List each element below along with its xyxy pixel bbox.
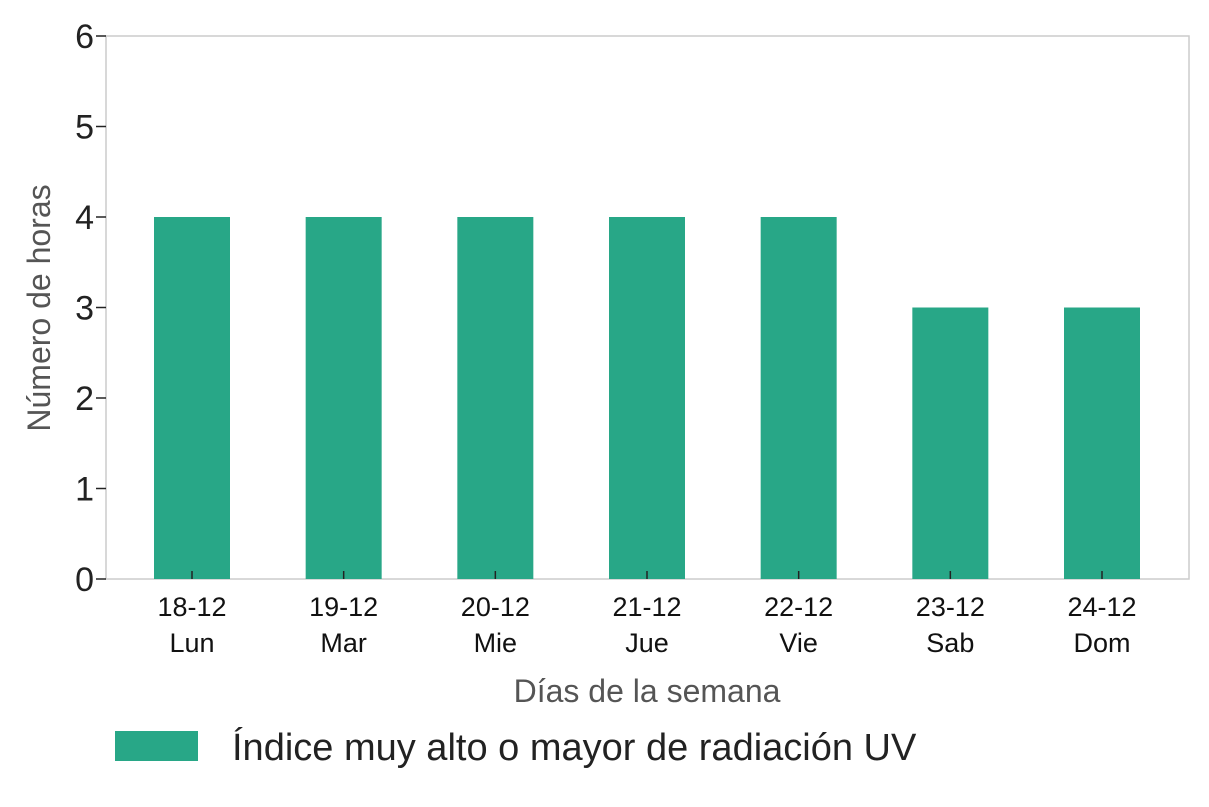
- x-tick-label-day: Mar: [320, 628, 367, 658]
- y-tick-label: 4: [75, 199, 94, 237]
- x-tick-label-day: Jue: [625, 628, 669, 658]
- legend: Índice muy alto o mayor de radiación UV: [115, 726, 917, 769]
- x-tick-label-date: 19-12: [309, 592, 378, 622]
- bar-18-12: [154, 217, 230, 579]
- y-axis: 0 1 2 3 4 5 6: [75, 18, 106, 599]
- legend-swatch: [115, 731, 198, 761]
- bar-20-12: [457, 217, 534, 579]
- bar-21-12: [609, 217, 685, 579]
- bar-24-12: [1064, 307, 1140, 579]
- x-tick-label-date: 18-12: [157, 592, 226, 622]
- y-tick-label: 5: [75, 109, 94, 147]
- y-tick-label: 6: [75, 18, 94, 56]
- x-tick-label-date: 21-12: [612, 592, 681, 622]
- y-tick-label: 3: [75, 290, 94, 328]
- x-tick-label-date: 20-12: [461, 592, 530, 622]
- x-tick-label-date: 23-12: [916, 592, 985, 622]
- y-tick-label: 0: [75, 561, 94, 599]
- y-tick-label: 2: [75, 380, 94, 418]
- x-tick-label-day: Lun: [169, 628, 214, 658]
- x-tick-label-date: 24-12: [1067, 592, 1136, 622]
- x-tick-label-day: Sab: [926, 628, 974, 658]
- x-axis: 18-12 Lun 19-12 Mar 20-12 Mie 21-12 Jue 22-12 Vie…: [157, 571, 1137, 658]
- x-tick-label-date: 22-12: [764, 592, 833, 622]
- legend-label: Índice muy alto o mayor de radiación UV: [232, 726, 917, 769]
- x-axis-label: Días de la semana: [514, 673, 781, 709]
- y-tick-label: 1: [75, 471, 94, 509]
- bar-23-12: [912, 307, 989, 579]
- bar-19-12: [305, 217, 382, 579]
- x-tick-label-day: Vie: [779, 628, 818, 658]
- x-tick-label-day: Mie: [474, 628, 518, 658]
- bar-22-12: [760, 217, 837, 579]
- x-tick-label-day: Dom: [1073, 628, 1130, 658]
- y-axis-label: Número de horas: [21, 184, 57, 431]
- bars: [154, 217, 1140, 579]
